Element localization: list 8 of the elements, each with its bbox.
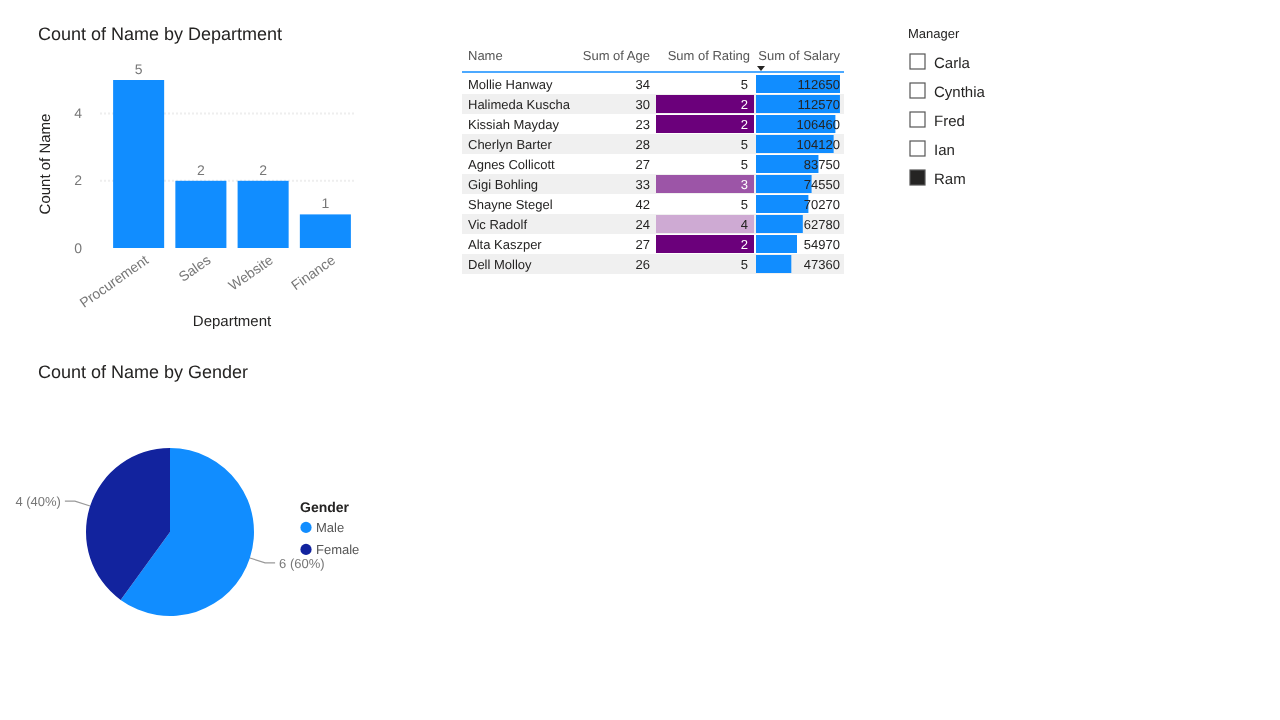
- bar: [175, 180, 227, 248]
- bar: [299, 214, 351, 248]
- chart-title: Count of Name by Department: [38, 24, 284, 44]
- pie-slice: [86, 448, 170, 600]
- bar: [237, 180, 289, 248]
- pie-slice: [120, 448, 254, 616]
- bar: [113, 80, 165, 248]
- chart-title: Count of Name by Gender: [38, 362, 249, 382]
